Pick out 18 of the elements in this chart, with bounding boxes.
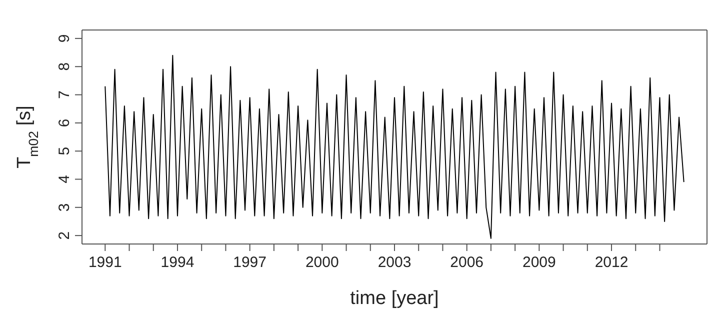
- y-tick-label: 6: [56, 118, 73, 128]
- x-tick-label: 2000: [305, 254, 339, 271]
- y-tick-label: 5: [56, 146, 73, 156]
- x-tick-label: 1991: [88, 254, 122, 271]
- x-tick-label: 2006: [450, 254, 484, 271]
- x-tick-label: 2003: [378, 254, 412, 271]
- line-series: [104, 54, 684, 239]
- x-tick-label: 2009: [522, 254, 556, 271]
- y-tick-label: 4: [56, 175, 73, 184]
- x-axis-title: time [year]: [350, 288, 439, 309]
- x-tick-label: 1994: [160, 254, 194, 271]
- y-tick-label: 7: [56, 90, 73, 99]
- x-tick-label: 1997: [233, 254, 267, 271]
- y-tick-label: 2: [56, 231, 73, 240]
- y-tick-label: 9: [56, 34, 73, 43]
- y-tick-label: 8: [56, 62, 73, 71]
- y-tick-label: 3: [56, 203, 73, 212]
- x-tick-label: 2012: [594, 254, 628, 271]
